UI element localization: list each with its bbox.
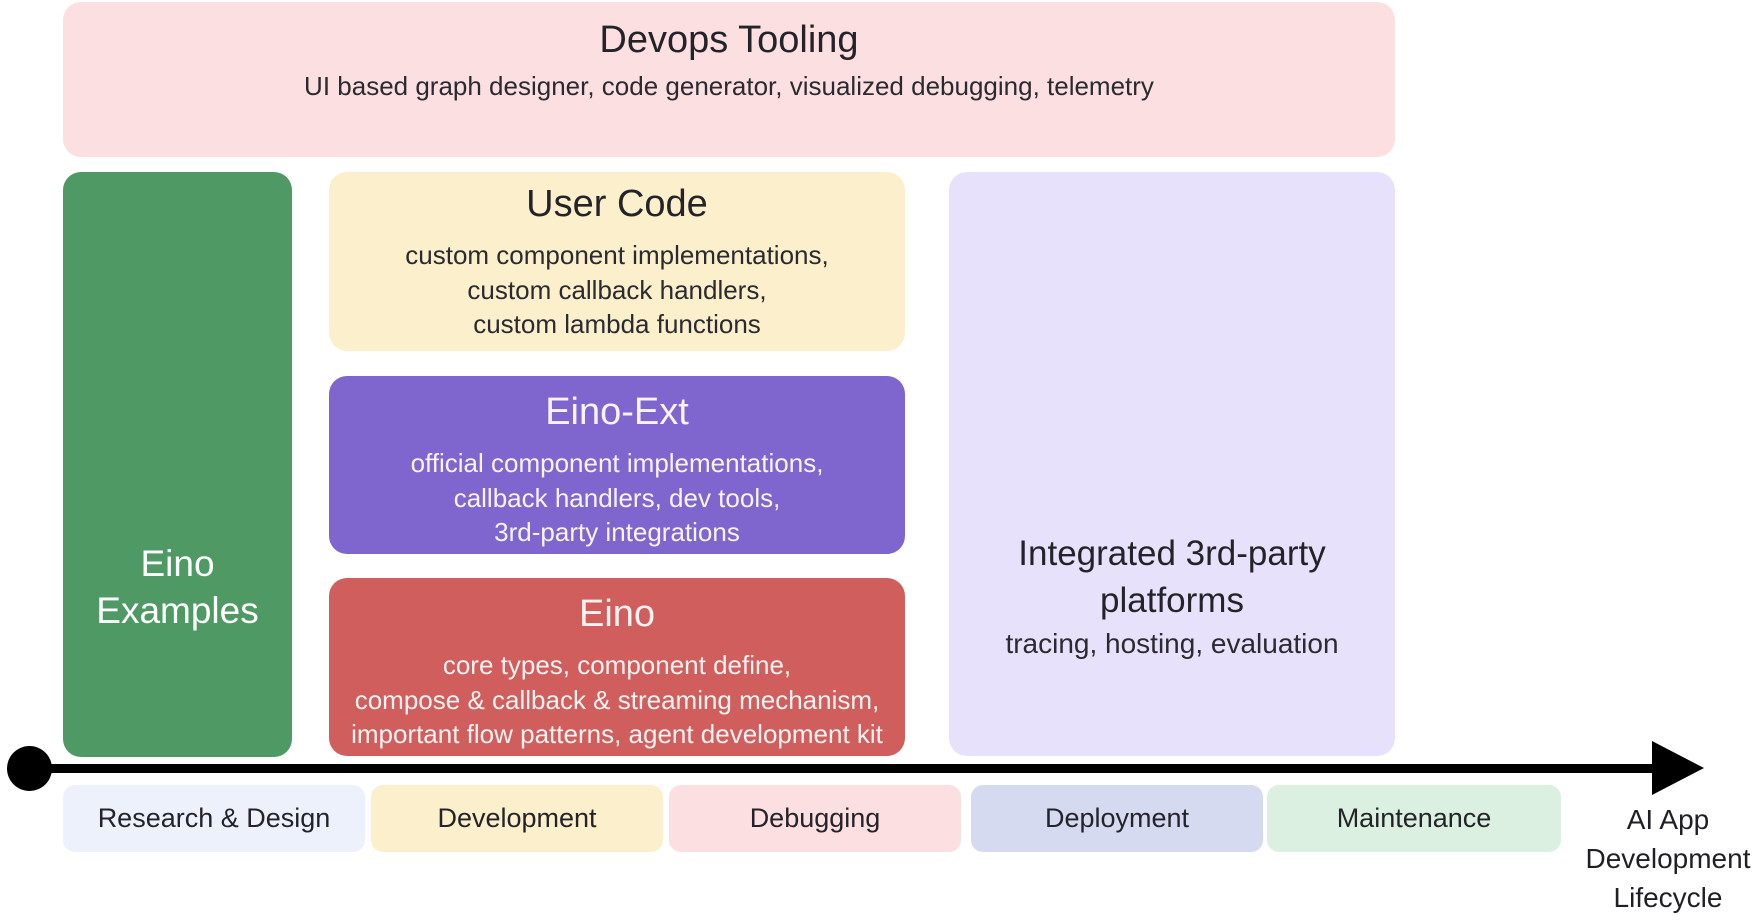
third-party-platforms-box: Integrated 3rd-party platforms tracing, …	[949, 172, 1395, 756]
stage-maintenance-label: Maintenance	[1336, 803, 1492, 833]
user-code-box: User Code custom component implementatio…	[329, 172, 905, 351]
eino-ext-line: 3rd-party integrations	[494, 517, 740, 547]
lifecycle-axis-caption: AI App Development Lifecycle	[1568, 800, 1760, 917]
devops-tooling-box: Devops Tooling UI based graph designer, …	[63, 2, 1395, 157]
eino-examples-line1: Eino	[140, 543, 215, 584]
stage-debugging-label: Debugging	[749, 803, 881, 833]
stage-maintenance: Maintenance	[1267, 785, 1561, 852]
devops-tooling-title: Devops Tooling	[599, 19, 859, 61]
eino-examples-line2: Examples	[96, 590, 259, 631]
user-code-description: custom component implementations, custom…	[329, 238, 905, 342]
stage-deployment: Deployment	[971, 785, 1263, 852]
lifecycle-axis-caption-line2: Development	[1585, 843, 1751, 874]
user-code-title: User Code	[526, 183, 708, 225]
eino-ext-line: official component implementations,	[410, 448, 824, 478]
stage-research-design-label: Research & Design	[97, 803, 331, 833]
eino-core-title: Eino	[578, 593, 656, 635]
eino-core-box: Eino core types, component define, compo…	[329, 578, 905, 756]
eino-examples-title: Eino Examples	[63, 540, 292, 634]
devops-tooling-subtitle: UI based graph designer, code generator,…	[304, 71, 1154, 101]
user-code-line: custom lambda functions	[473, 309, 761, 339]
lifecycle-axis-caption-line1: AI App	[1626, 804, 1710, 835]
eino-core-line: core types, component define,	[442, 650, 792, 680]
eino-ext-box: Eino-Ext official component implementati…	[329, 376, 905, 554]
stage-research-design: Research & Design	[63, 785, 365, 852]
stage-development: Development	[371, 785, 663, 852]
eino-core-description: core types, component define, compose & …	[329, 648, 905, 752]
lifecycle-axis-caption-line3: Lifecycle	[1613, 882, 1723, 913]
third-party-platforms-subtitle: tracing, hosting, evaluation	[1005, 628, 1339, 659]
stage-development-label: Development	[437, 803, 597, 833]
eino-examples-box: Eino Examples	[63, 172, 292, 757]
eino-ext-line: callback handlers, dev tools,	[453, 482, 781, 513]
third-party-platforms-title-line1: Integrated 3rd-party	[1018, 534, 1326, 573]
user-code-line: custom callback handlers,	[467, 274, 767, 305]
stage-debugging: Debugging	[669, 785, 961, 852]
user-code-line: custom component implementations,	[405, 240, 829, 270]
stage-deployment-label: Deployment	[1044, 803, 1190, 833]
eino-core-line: important flow patterns, agent developme…	[351, 719, 883, 749]
third-party-platforms-title: Integrated 3rd-party platforms	[949, 530, 1395, 624]
eino-ext-title: Eino-Ext	[545, 391, 689, 433]
eino-core-line: compose & callback & streaming mechanism…	[354, 684, 880, 715]
third-party-platforms-title-line2: platforms	[1100, 581, 1244, 620]
eino-ext-description: official component implementations, call…	[329, 446, 905, 550]
timeline-arrowhead-icon	[1652, 741, 1704, 795]
timeline-axis-line	[30, 764, 1655, 773]
